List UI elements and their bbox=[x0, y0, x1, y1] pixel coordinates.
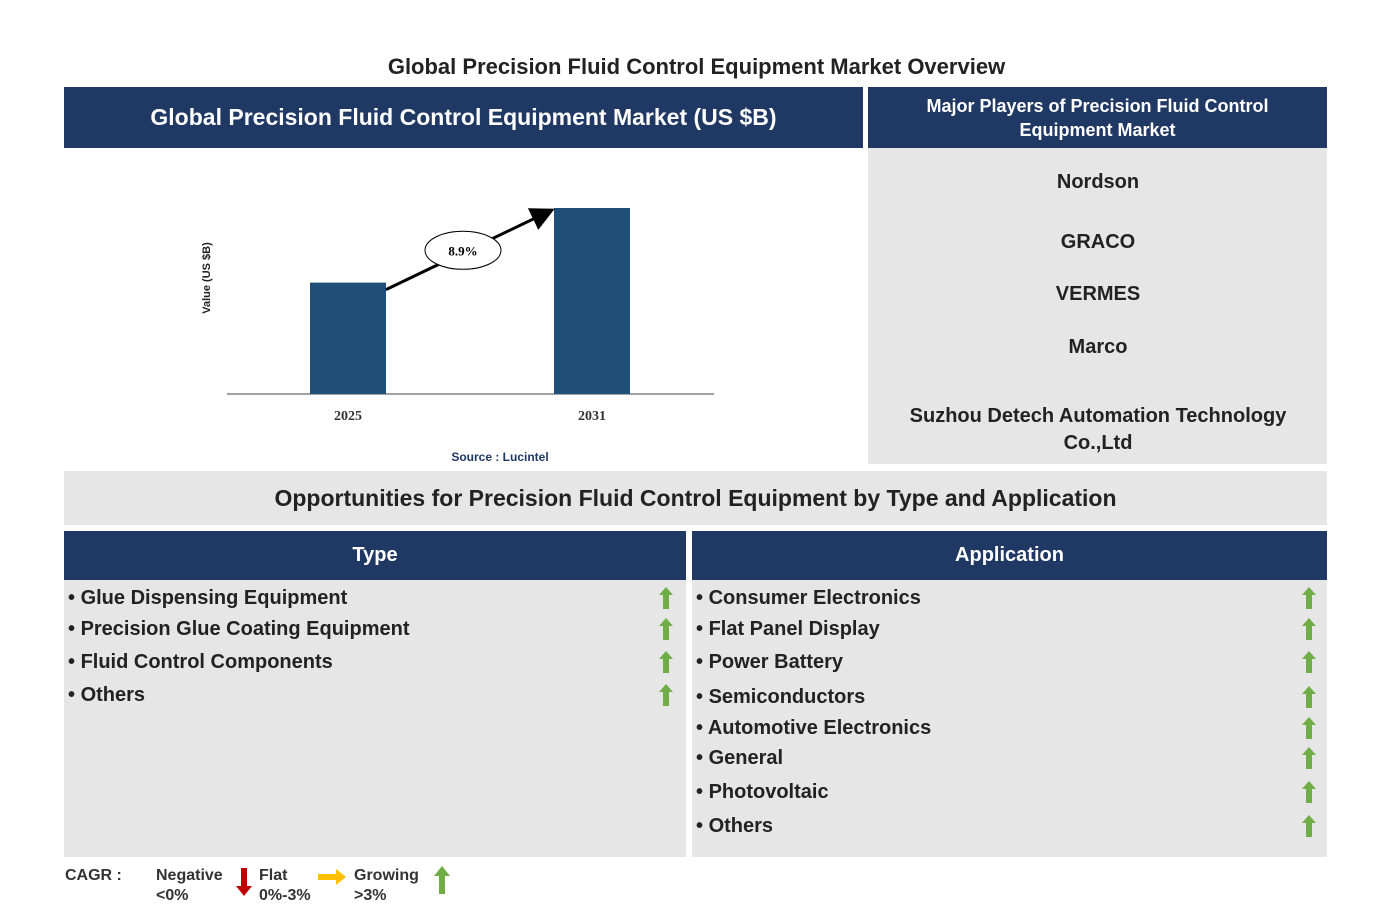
growth-indicator bbox=[1302, 815, 1316, 837]
type-item: • Others bbox=[68, 684, 146, 706]
legend-flat: Flat 0%-3% bbox=[259, 866, 311, 906]
y-axis-label: Value (US $B) bbox=[201, 242, 213, 314]
application-item: • Others bbox=[696, 815, 774, 837]
application-item: • Semiconductors bbox=[696, 686, 866, 708]
players-header: Major Players of Precision Fluid Control… bbox=[868, 87, 1327, 148]
growth-indicator bbox=[1302, 618, 1316, 640]
type-header: Type bbox=[64, 531, 686, 580]
players-panel bbox=[868, 148, 1327, 464]
legend-text: Growing bbox=[354, 867, 419, 884]
legend-text: Flat bbox=[259, 867, 288, 884]
type-item: • Glue Dispensing Equipment bbox=[68, 587, 348, 609]
player: Suzhou Detech Automation Technology Co.,… bbox=[909, 405, 1287, 454]
application-item: • Consumer Electronics bbox=[696, 587, 921, 609]
down-arrow bbox=[236, 868, 252, 896]
chart: Value (US $B) Source : Lucintel 2025 2031… bbox=[201, 208, 714, 464]
growth-indicator bbox=[1302, 717, 1316, 739]
up-arrow bbox=[434, 866, 450, 894]
growth-indicator bbox=[1302, 651, 1316, 673]
application-item: • Flat Panel Display bbox=[696, 618, 880, 640]
bar bbox=[310, 282, 386, 394]
item-text: Automotive Electronics bbox=[707, 717, 932, 739]
legend-text: Negative bbox=[156, 867, 223, 884]
growth-indicator bbox=[659, 618, 673, 640]
item-text: Flat Panel Display bbox=[708, 618, 880, 640]
x-tick-label: 2025 bbox=[334, 409, 362, 424]
item-text: Photovoltaic bbox=[708, 781, 829, 803]
application-item: • Power Battery bbox=[696, 651, 844, 673]
application-item: • Photovoltaic bbox=[696, 781, 829, 803]
item-text: Fluid Control Components bbox=[80, 651, 333, 673]
player: VERMES bbox=[1055, 283, 1141, 305]
application-panel bbox=[692, 580, 1327, 857]
opportunities-title: Opportunities for Precision Fluid Contro… bbox=[64, 471, 1327, 525]
legend-label: CAGR : bbox=[65, 867, 122, 884]
item-text: Glue Dispensing Equipment bbox=[80, 587, 348, 609]
flat-arrow bbox=[318, 869, 346, 885]
bar bbox=[554, 208, 630, 394]
legend-text: >3% bbox=[354, 887, 387, 904]
player: Marco bbox=[1068, 336, 1128, 358]
growth-indicator bbox=[1302, 781, 1316, 803]
growth-indicator bbox=[1302, 747, 1316, 769]
item-text: Precision Glue Coating Equipment bbox=[80, 618, 410, 640]
item-text: Others bbox=[80, 684, 146, 706]
cagr-label: 8.9% bbox=[448, 243, 477, 258]
item-text: Semiconductors bbox=[708, 686, 866, 708]
item-text: General bbox=[708, 747, 784, 769]
item-text: Consumer Electronics bbox=[708, 587, 921, 609]
type-item: • Precision Glue Coating Equipment bbox=[68, 618, 410, 640]
type-panel bbox=[64, 580, 686, 857]
growth-indicator bbox=[1302, 587, 1316, 609]
item-text: Others bbox=[708, 815, 774, 837]
page-title: Global Precision Fluid Control Equipment… bbox=[387, 54, 1006, 79]
x-tick-label: 2031 bbox=[578, 409, 606, 424]
player: Nordson bbox=[1056, 171, 1140, 193]
growth-indicator bbox=[659, 651, 673, 673]
item-text: Power Battery bbox=[708, 651, 844, 673]
legend-negative: Negative <0% bbox=[156, 866, 223, 906]
application-header: Application bbox=[692, 531, 1327, 580]
application-item: • General bbox=[696, 747, 784, 769]
legend-text: 0%-3% bbox=[259, 887, 311, 904]
player: GRACO bbox=[1060, 231, 1136, 253]
cagr-bubble bbox=[424, 230, 502, 270]
type-item: • Fluid Control Components bbox=[68, 651, 333, 673]
source: Source : Lucintel bbox=[451, 450, 548, 464]
growth-indicator bbox=[1302, 686, 1316, 708]
growth-indicator bbox=[659, 684, 673, 706]
application-item: • Automotive Electronics bbox=[696, 717, 932, 739]
legend-growing: Growing >3% bbox=[354, 866, 419, 906]
growth-indicator bbox=[659, 587, 673, 609]
chart-header: Global Precision Fluid Control Equipment… bbox=[64, 87, 863, 148]
legend-text: <0% bbox=[156, 887, 189, 904]
